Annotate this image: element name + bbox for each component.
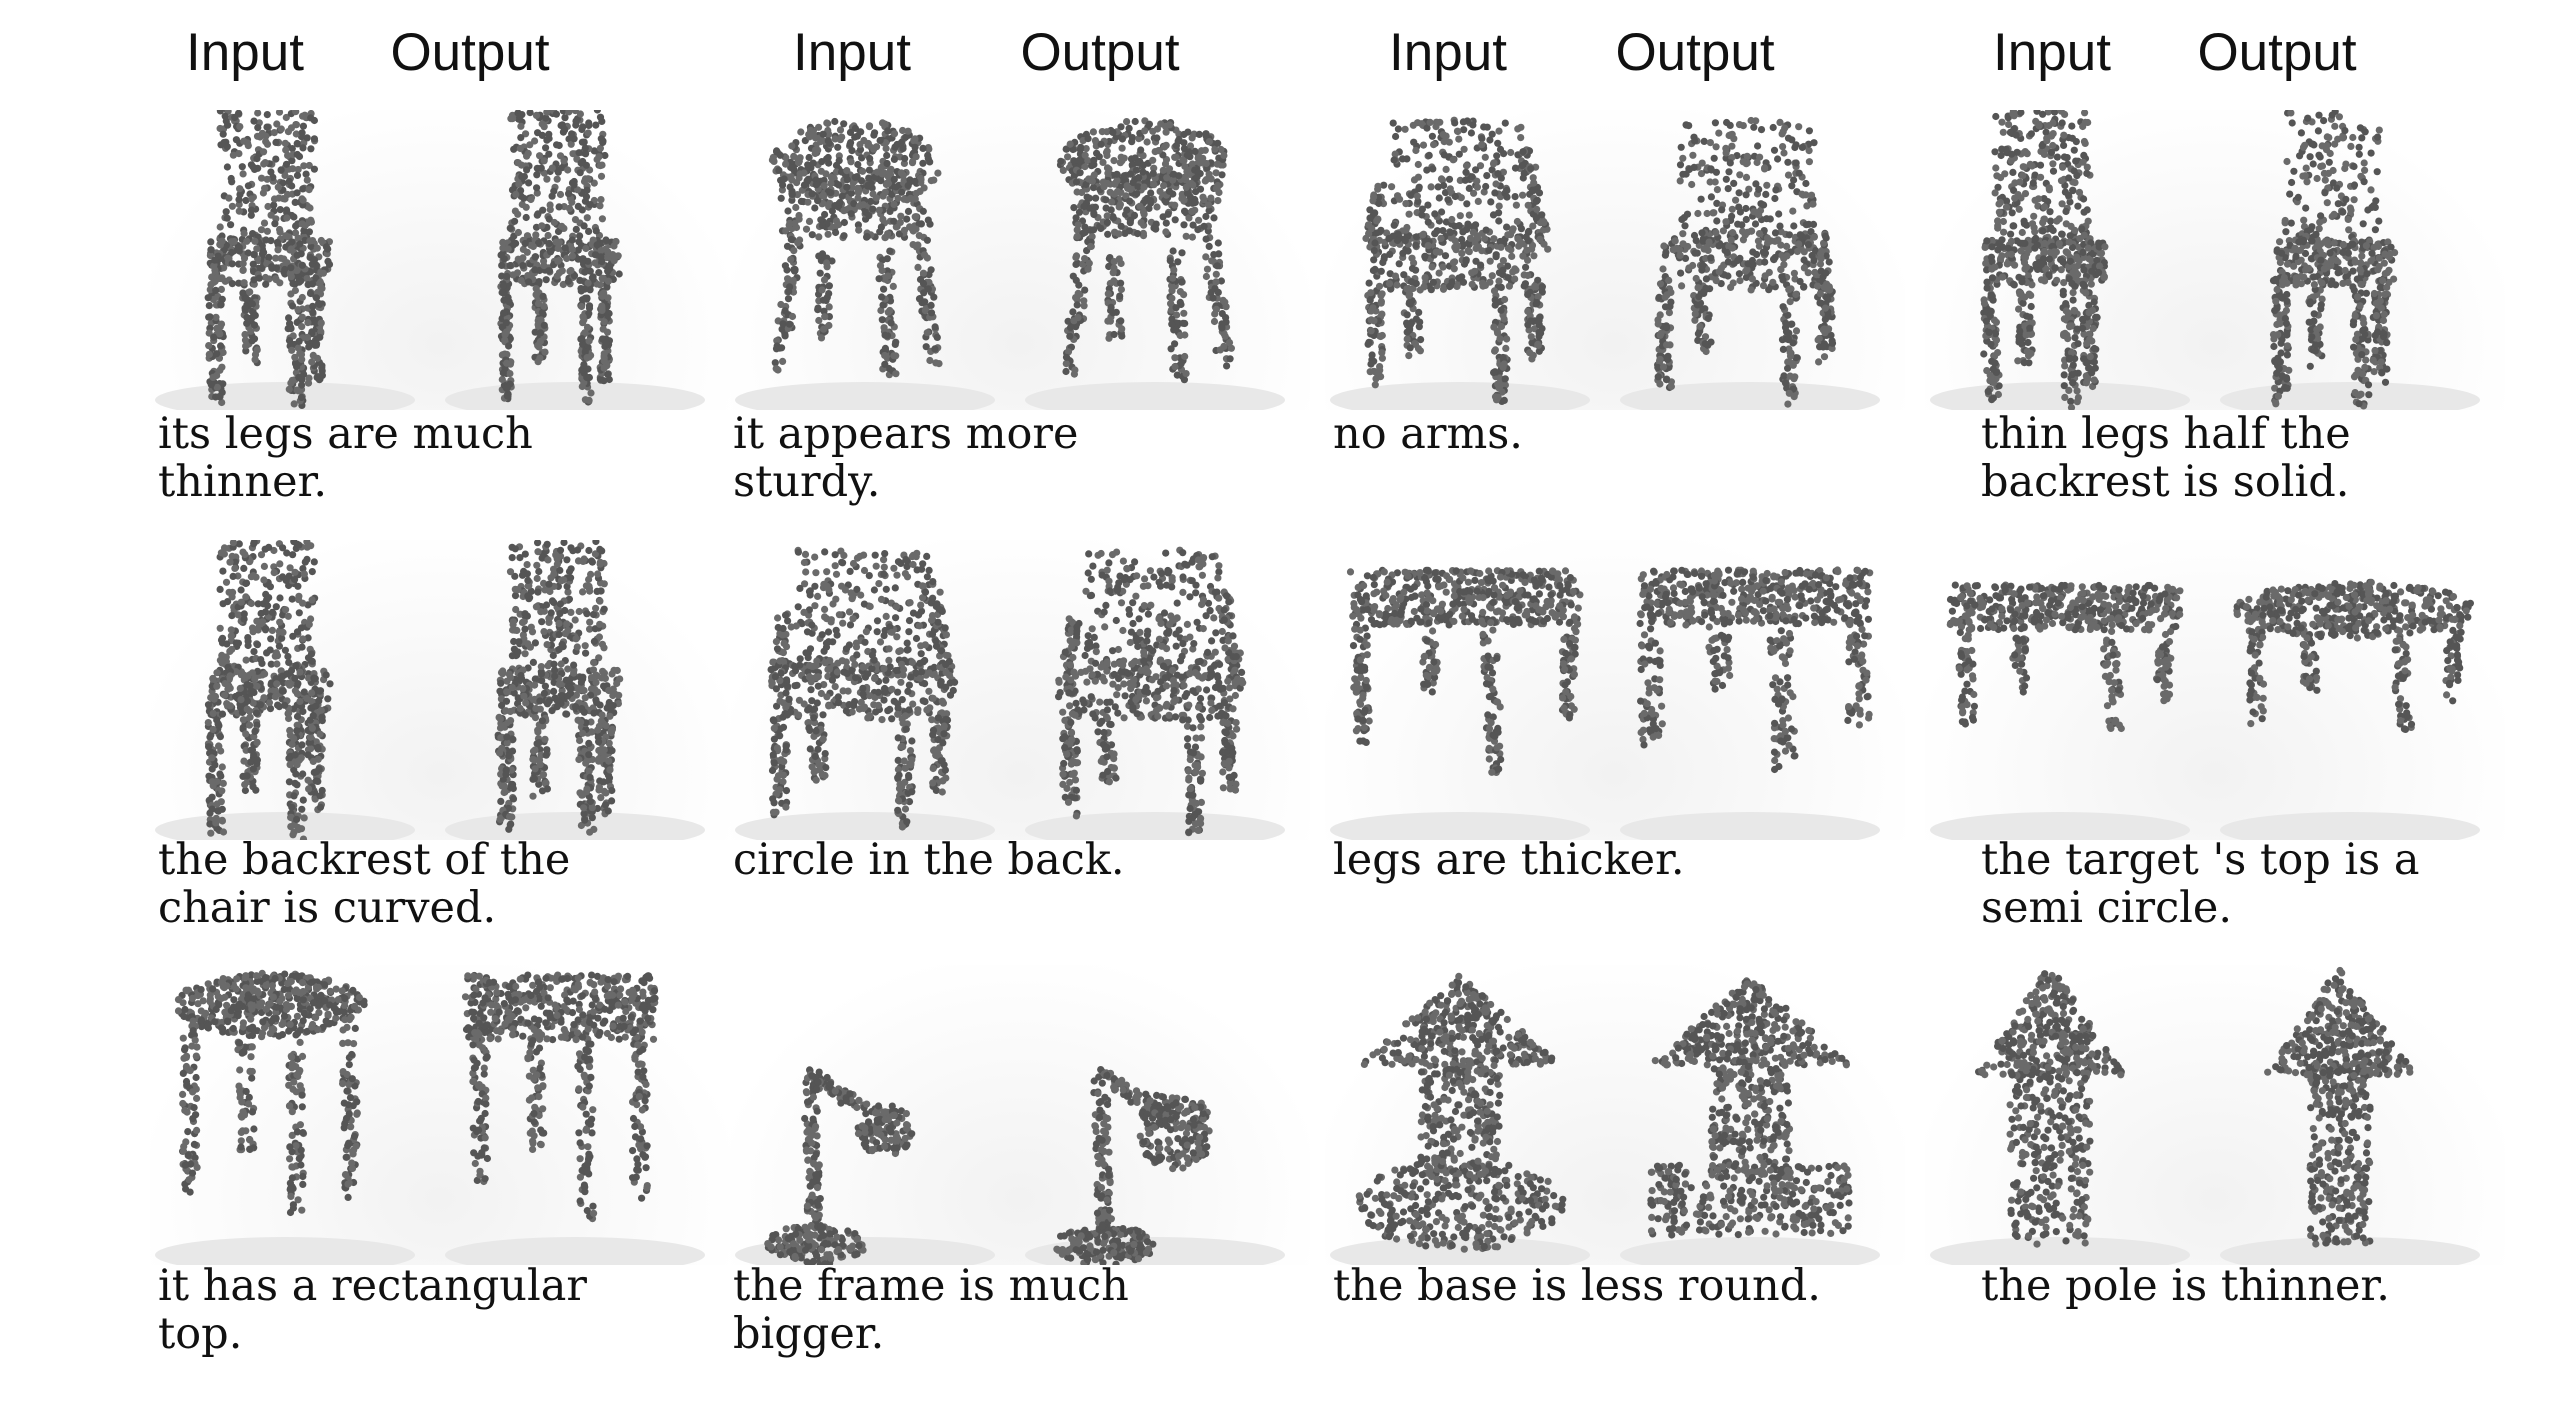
caption: legs are thicker.	[1333, 835, 1685, 885]
input-point-cloud	[1330, 566, 1590, 840]
example-cell	[1325, 110, 1905, 410]
output-point-cloud	[1025, 546, 1285, 840]
caption: the backrest of the chair is curved.	[158, 835, 571, 933]
example-cell	[1925, 110, 2505, 410]
example-cell	[1325, 965, 1905, 1265]
render-panel	[1925, 965, 2505, 1265]
render-panel	[730, 110, 1310, 410]
header-input-0: Input	[186, 23, 304, 82]
header-output-3: Output	[2197, 23, 2357, 82]
caption: the pole is thinner.	[1981, 1261, 2390, 1311]
render-panel	[1325, 110, 1905, 410]
input-point-cloud	[1330, 116, 1590, 410]
output-point-cloud	[1025, 1066, 1285, 1265]
output-point-cloud	[1620, 566, 1880, 840]
caption: the frame is much bigger.	[733, 1261, 1129, 1359]
output-point-cloud	[445, 971, 705, 1265]
caption: it has a rectangular top.	[158, 1261, 587, 1359]
caption: thin legs half the backrest is solid.	[1981, 409, 2351, 507]
render-panel	[150, 965, 730, 1265]
render-panel	[730, 965, 1310, 1265]
output-point-cloud	[445, 540, 705, 840]
example-cell	[150, 965, 730, 1265]
output-point-cloud	[445, 110, 705, 410]
example-cell	[150, 110, 730, 410]
header-input-3: Input	[1993, 23, 2111, 82]
output-point-cloud	[1620, 116, 1880, 410]
example-cell	[150, 540, 730, 840]
caption: the target 's top is a semi circle.	[1981, 835, 2420, 933]
input-point-cloud	[1930, 581, 2190, 840]
input-point-cloud	[735, 117, 995, 410]
input-point-cloud	[155, 969, 415, 1265]
input-point-cloud	[1330, 972, 1590, 1265]
example-cell	[1925, 540, 2505, 840]
example-cell	[1925, 965, 2505, 1265]
caption: its legs are much thinner.	[158, 409, 533, 507]
input-point-cloud	[735, 546, 995, 840]
render-panel	[730, 540, 1310, 840]
output-point-cloud	[2220, 110, 2480, 410]
header-output-1: Output	[1020, 23, 1180, 82]
input-point-cloud	[155, 540, 415, 840]
output-point-cloud	[2220, 966, 2480, 1265]
caption: the base is less round.	[1333, 1261, 1821, 1311]
input-point-cloud	[155, 110, 415, 410]
caption: circle in the back.	[733, 835, 1125, 885]
output-point-cloud	[1620, 977, 1880, 1265]
header-input-1: Input	[793, 23, 911, 82]
render-panel	[150, 110, 730, 410]
render-panel	[150, 540, 730, 840]
render-panel	[1325, 540, 1905, 840]
caption: it appears more sturdy.	[733, 409, 1079, 507]
header-output-2: Output	[1615, 23, 1775, 82]
render-panel	[1325, 965, 1905, 1265]
example-cell	[1325, 540, 1905, 840]
render-panel	[1925, 540, 2505, 840]
example-cell	[730, 965, 1310, 1265]
input-point-cloud	[1930, 970, 2190, 1265]
header-input-2: Input	[1389, 23, 1507, 82]
output-point-cloud	[2220, 578, 2480, 840]
output-point-cloud	[1025, 117, 1285, 410]
render-panel	[1925, 110, 2505, 410]
example-cell	[730, 540, 1310, 840]
example-cell	[730, 110, 1310, 410]
header-output-0: Output	[390, 23, 550, 82]
input-point-cloud	[735, 1066, 995, 1265]
input-point-cloud	[1930, 110, 2190, 410]
caption: no arms.	[1333, 409, 1523, 459]
